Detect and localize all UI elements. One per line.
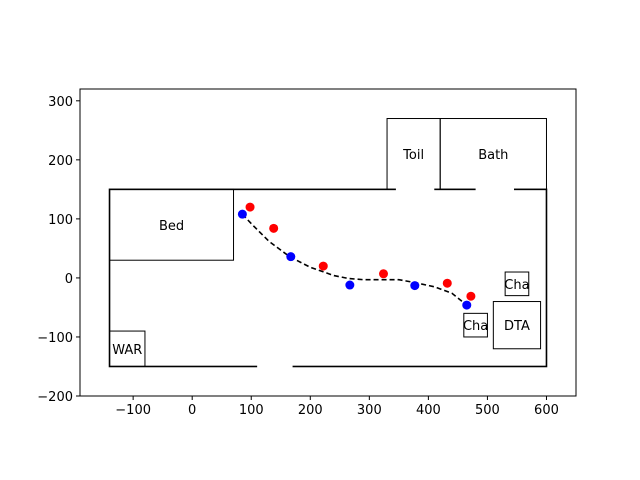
blue-point-2 <box>345 280 355 290</box>
red-point-5 <box>466 291 476 301</box>
series-layer <box>237 202 476 310</box>
floor-outline <box>108 188 548 368</box>
x-tick-label-7: 600 <box>534 403 559 418</box>
y-tick-label-5: 300 <box>48 95 73 110</box>
y-tick-label-0: −200 <box>37 390 73 405</box>
y-tick-label-4: 200 <box>48 154 73 169</box>
x-tick-label-4: 300 <box>357 403 382 418</box>
red-point-3 <box>379 269 389 279</box>
room-label-cha-5: Cha <box>463 319 488 334</box>
x-tick-label-0: −100 <box>115 403 151 418</box>
room-box-dta-6 <box>492 301 542 350</box>
room-label-cha-4: Cha <box>504 278 529 293</box>
red-point-0 <box>245 202 255 212</box>
blue-point-0 <box>237 209 247 219</box>
room-label-war-3: WAR <box>112 343 142 358</box>
red-point-4 <box>442 278 452 288</box>
y-tick-label-2: 0 <box>65 272 73 287</box>
red-point-2 <box>318 261 328 271</box>
room-label-toil-1: Toil <box>402 148 424 163</box>
x-tick-label-5: 400 <box>416 403 441 418</box>
floor-outline-layer <box>108 187 548 368</box>
room-box-cha-4 <box>504 271 530 297</box>
y-tick-label-3: 100 <box>48 213 73 228</box>
y-tick-label-1: −100 <box>37 331 73 346</box>
room-label-bath-2: Bath <box>478 148 508 163</box>
red-point-1 <box>269 223 279 233</box>
blue-point-3 <box>410 281 420 291</box>
room-box-cha-5 <box>463 312 488 338</box>
blue-point-1 <box>286 252 296 262</box>
axes-frame <box>79 88 577 397</box>
blue-point-4 <box>462 300 472 310</box>
ticks-layer: −100 0 100 200 300 400 500 600 −200 −100 0 100 200 30… <box>37 95 559 418</box>
room-label-bed-0: Bed <box>159 219 184 234</box>
room-label-dta-6: DTA <box>504 319 530 334</box>
x-tick-label-3: 200 <box>298 403 323 418</box>
x-tick-label-6: 500 <box>475 403 500 418</box>
path-line <box>241 213 468 306</box>
x-tick-label-2: 100 <box>239 403 264 418</box>
x-tick-label-1: 0 <box>188 403 196 418</box>
